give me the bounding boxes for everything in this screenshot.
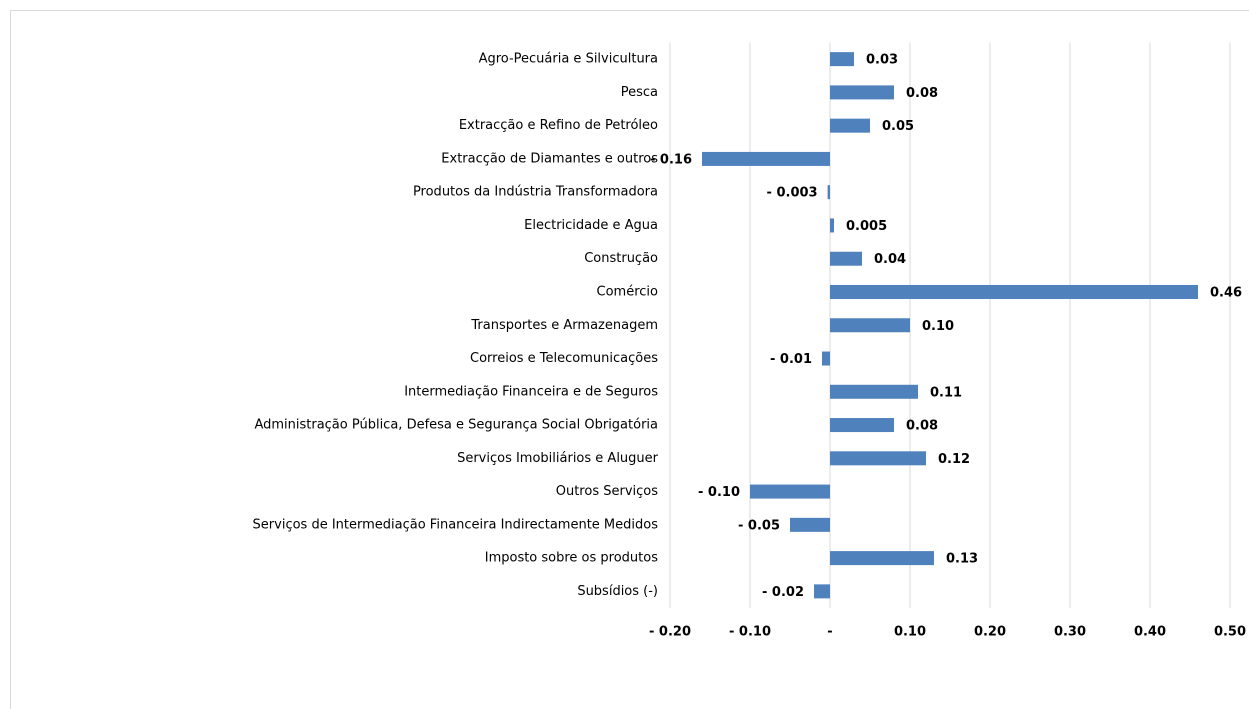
chart-border — [10, 10, 1249, 709]
x-tick-label: - 0.10 — [729, 625, 771, 640]
bar — [830, 384, 918, 399]
bar — [830, 218, 834, 233]
category-label: Pesca — [621, 85, 658, 100]
data-label: 0.03 — [866, 53, 898, 68]
bar — [827, 185, 830, 200]
bar — [822, 351, 830, 366]
category-label: Correios e Telecomunicações — [470, 351, 658, 366]
data-label: - 0.05 — [738, 518, 780, 533]
category-label: Outros Serviços — [556, 484, 658, 499]
data-label: 0.04 — [874, 252, 906, 267]
category-label: Extracção e Refino de Petróleo — [459, 118, 658, 133]
x-tick-label: 0.30 — [1054, 625, 1086, 640]
x-tick-label: 0.10 — [894, 625, 926, 640]
category-label: Construção — [584, 251, 658, 266]
bar — [830, 451, 926, 466]
data-label: 0.10 — [922, 319, 954, 334]
data-label: - 0.003 — [767, 186, 818, 201]
category-label: Produtos da Indústria Transformadora — [413, 185, 658, 200]
x-tick-label: 0.40 — [1134, 625, 1166, 640]
data-label: - 0.02 — [762, 585, 804, 600]
bar — [830, 85, 894, 100]
data-label: 0.05 — [882, 119, 914, 134]
category-label: Transportes e Armazenagem — [470, 318, 658, 333]
x-tick-label: - — [827, 625, 832, 640]
bar — [830, 551, 934, 566]
bar — [830, 418, 894, 433]
data-label: 0.46 — [1210, 285, 1242, 300]
bar — [830, 318, 910, 333]
bar — [830, 251, 862, 266]
bar — [830, 284, 1198, 299]
bar — [750, 484, 830, 499]
category-label: Administração Pública, Defesa e Seguranç… — [254, 418, 658, 433]
data-label: 0.08 — [906, 86, 938, 101]
category-label: Imposto sobre os produtos — [485, 551, 658, 566]
x-tick-label: - 0.20 — [649, 625, 691, 640]
category-label: Agro-Pecuária e Silvicultura — [479, 52, 658, 67]
category-label: Comércio — [597, 284, 659, 299]
category-label: Extracção de Diamantes e outros — [441, 151, 658, 166]
bar — [830, 52, 854, 67]
x-tick-label: 0.50 — [1214, 625, 1246, 640]
data-label: - 0.16 — [650, 152, 692, 167]
data-label: - 0.10 — [698, 485, 740, 500]
category-label: Subsídios (-) — [577, 584, 658, 599]
data-label: - 0.01 — [770, 352, 812, 367]
category-label: Electricidade e Agua — [524, 218, 658, 233]
x-tick-label: 0.20 — [974, 625, 1006, 640]
bar — [814, 584, 830, 599]
data-label: 0.11 — [930, 385, 962, 400]
category-label: Serviços Imobiliários e Aluguer — [457, 451, 659, 466]
bar — [790, 517, 830, 532]
data-label: 0.005 — [846, 219, 887, 234]
bar — [830, 118, 870, 133]
category-label: Serviços de Intermediação Financeira Ind… — [253, 517, 659, 532]
category-label: Intermediação Financeira e de Seguros — [404, 384, 658, 399]
data-label: 0.08 — [906, 419, 938, 434]
data-label: 0.13 — [946, 552, 978, 567]
bar — [702, 151, 830, 166]
data-label: 0.12 — [938, 452, 970, 467]
